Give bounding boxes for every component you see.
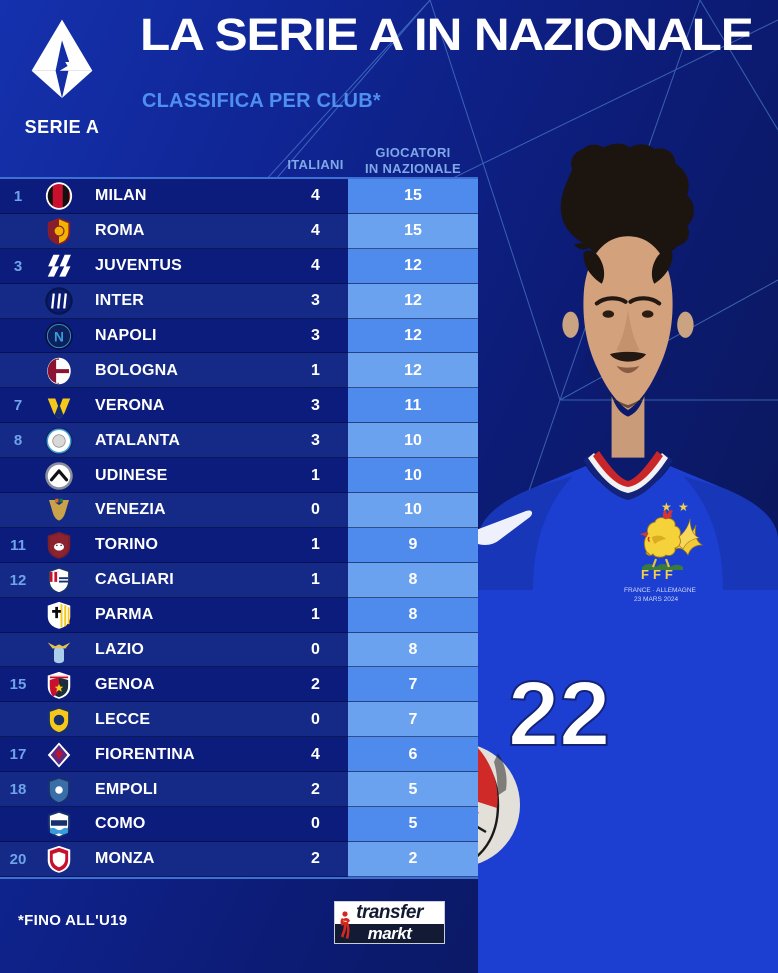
- svg-text:22: 22: [508, 663, 610, 765]
- svg-text:★: ★: [678, 500, 689, 514]
- svg-text:FRANCE · ALLEMAGNE: FRANCE · ALLEMAGNE: [624, 587, 697, 594]
- svg-text:★: ★: [661, 500, 672, 514]
- svg-text:23 MARS 2024: 23 MARS 2024: [634, 596, 678, 603]
- svg-text:FFF: FFF: [641, 567, 677, 582]
- svg-text:N: N: [54, 329, 64, 344]
